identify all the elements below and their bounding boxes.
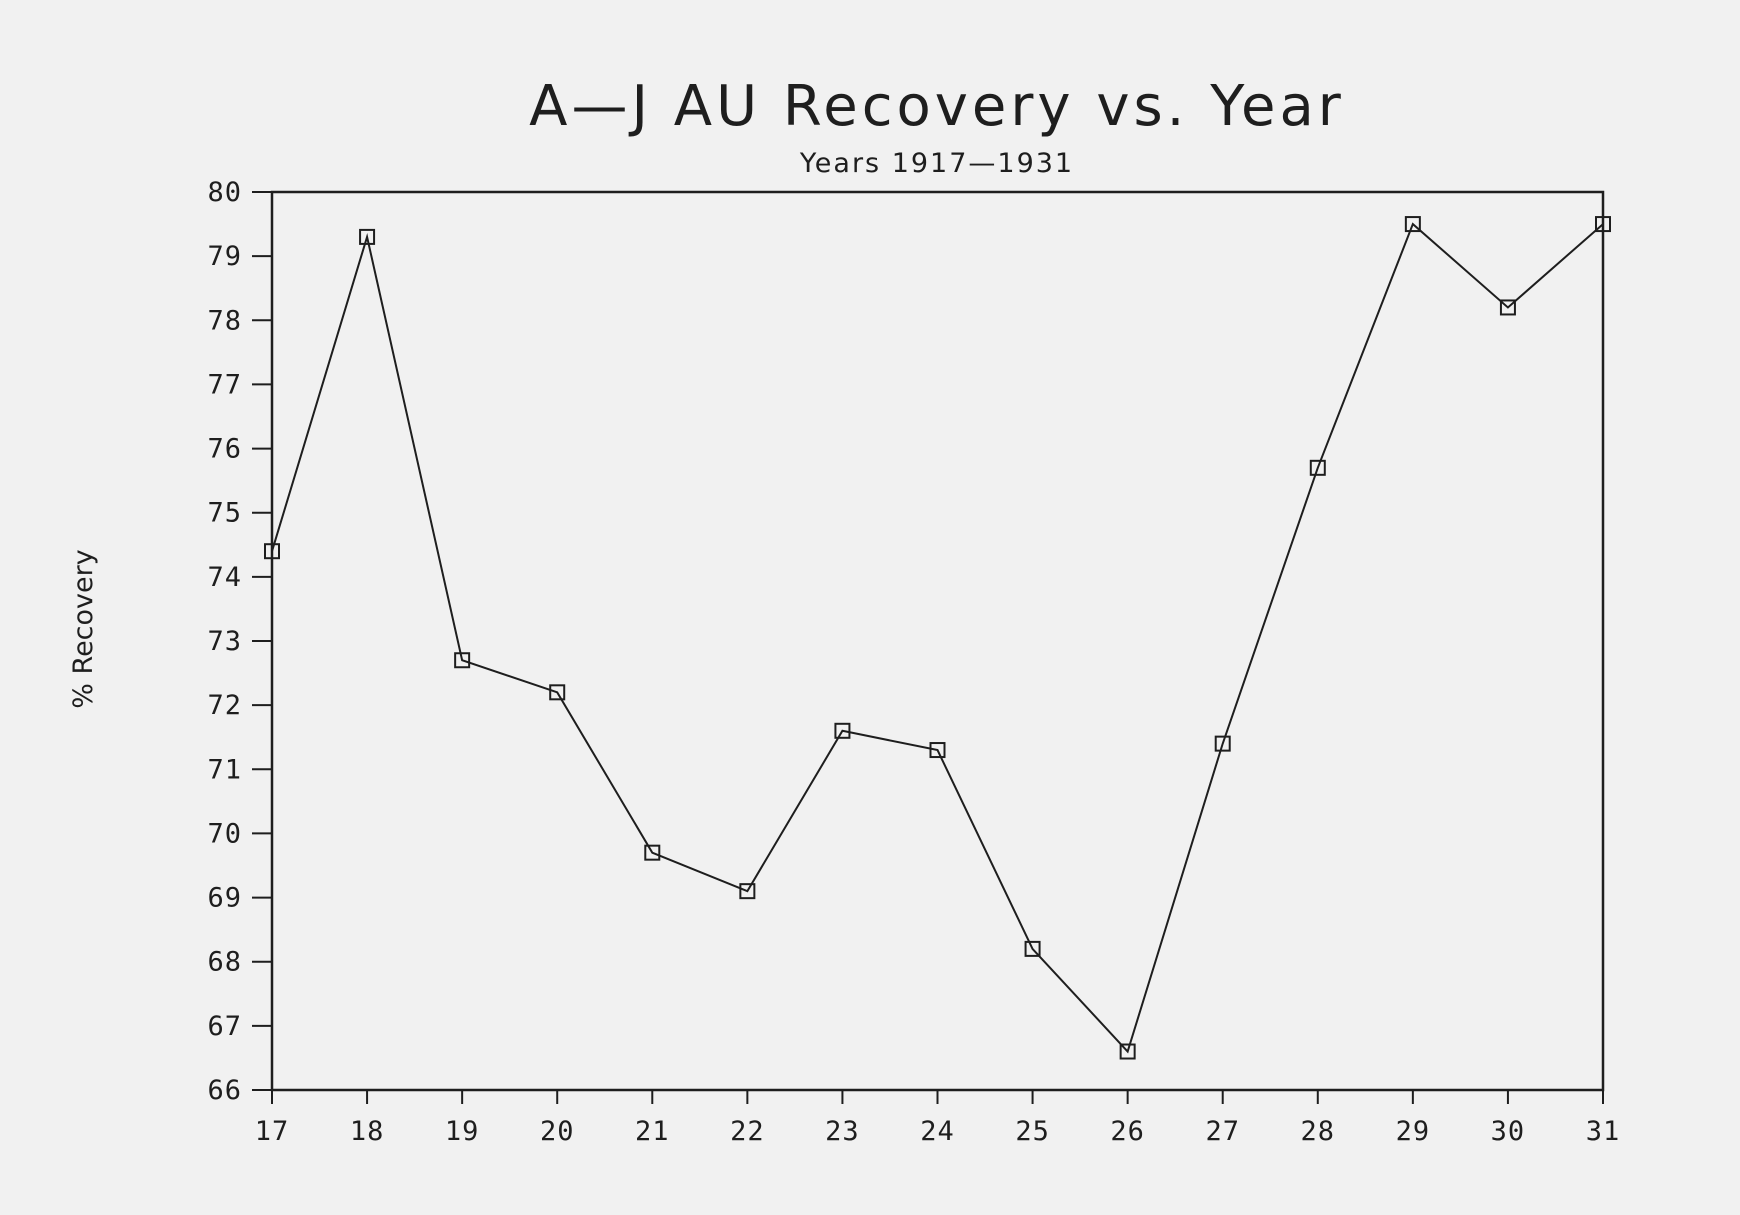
x-tick-label: 22 xyxy=(730,1116,765,1147)
y-axis-label: % Recovery xyxy=(68,549,99,708)
y-tick-label: 69 xyxy=(207,883,242,914)
x-tick-label: 20 xyxy=(540,1116,575,1147)
x-tick-label: 17 xyxy=(255,1116,290,1147)
data-point-marker xyxy=(644,844,661,861)
y-tick-label: 79 xyxy=(207,241,242,272)
y-tick-label: 68 xyxy=(207,947,242,978)
y-tick-label: 71 xyxy=(207,754,242,785)
x-tick-label: 24 xyxy=(920,1116,955,1147)
data-point-marker xyxy=(929,742,946,759)
chart-title: A—J AU Recovery vs. Year xyxy=(529,74,1345,139)
data-point-marker xyxy=(1214,735,1231,752)
plot-frame xyxy=(270,190,1605,1092)
data-point-marker xyxy=(1309,459,1326,476)
x-tick-label: 26 xyxy=(1110,1116,1145,1147)
x-tick-label: 19 xyxy=(445,1116,480,1147)
x-tick-label: 18 xyxy=(350,1116,385,1147)
x-tick-label: 27 xyxy=(1205,1116,1240,1147)
y-tick-label: 66 xyxy=(207,1075,242,1106)
y-tick-label: 67 xyxy=(207,1011,242,1042)
y-tick-label: 73 xyxy=(207,626,242,657)
data-point-marker xyxy=(1595,216,1611,233)
x-tick-label: 23 xyxy=(825,1116,860,1147)
x-tick-label: 31 xyxy=(1586,1116,1621,1147)
x-tick-label: 28 xyxy=(1301,1116,1336,1147)
data-point-marker xyxy=(549,684,566,701)
x-tick-label: 29 xyxy=(1396,1116,1431,1147)
data-point-marker xyxy=(1024,940,1041,957)
y-tick-label: 80 xyxy=(207,177,242,208)
y-tick-label: 72 xyxy=(207,690,242,721)
y-tick-label: 70 xyxy=(207,818,242,849)
data-point-marker xyxy=(454,652,471,669)
data-point-marker xyxy=(1499,299,1516,316)
data-point-marker xyxy=(264,543,280,560)
data-point-marker xyxy=(359,228,376,245)
y-tick-label: 74 xyxy=(207,562,242,593)
y-tick-label: 76 xyxy=(207,434,242,465)
data-point-marker xyxy=(1119,1043,1136,1060)
x-tick-label: 25 xyxy=(1015,1116,1050,1147)
data-series xyxy=(264,216,1611,1060)
data-point-marker xyxy=(739,883,756,900)
series-line xyxy=(271,222,1604,1054)
data-point-marker xyxy=(1404,216,1421,233)
y-axis: 80 79 78 77 76 75 74 73 72 71 70 69 68 67 66 xyxy=(207,177,272,1106)
data-point-marker xyxy=(834,722,851,739)
chart-subtitle: Years 1917—1931 xyxy=(799,148,1074,179)
x-tick-label: 21 xyxy=(635,1116,670,1147)
x-axis: 17 18 19 20 21 22 23 24 25 26 27 28 29 30 31 xyxy=(255,1090,1621,1147)
y-tick-label: 75 xyxy=(207,498,242,529)
y-tick-label: 77 xyxy=(207,369,242,400)
x-tick-label: 30 xyxy=(1491,1116,1526,1147)
y-tick-label: 78 xyxy=(207,305,242,336)
